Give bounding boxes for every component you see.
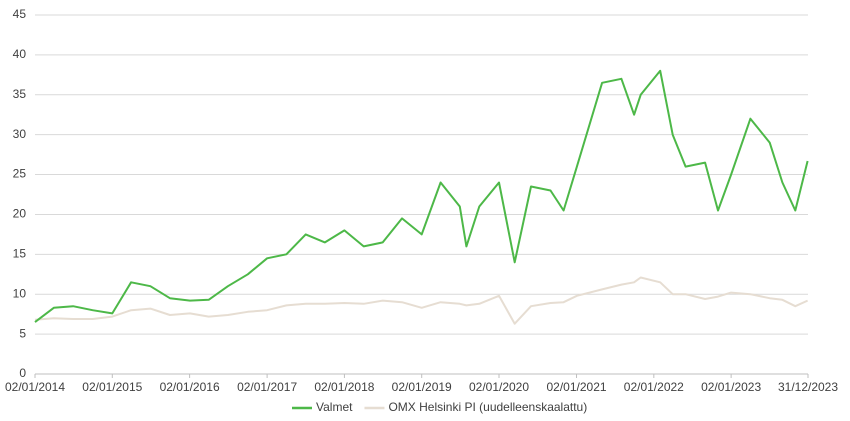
y-tick-label: 40: [13, 47, 27, 61]
x-tick-label: 02/01/2015: [82, 380, 142, 394]
legend-label: Valmet: [316, 400, 353, 414]
y-tick-label: 5: [19, 326, 26, 340]
x-tick-label: 02/01/2022: [624, 380, 684, 394]
y-tick-label: 20: [13, 207, 27, 221]
x-tick-label: 02/01/2019: [392, 380, 452, 394]
x-tick-label: 02/01/2017: [237, 380, 297, 394]
x-tick-label: 02/01/2018: [314, 380, 374, 394]
x-tick-label: 02/01/2014: [5, 380, 65, 394]
x-tick-label: 02/01/2021: [546, 380, 606, 394]
y-tick-label: 10: [13, 286, 27, 300]
y-tick-label: 15: [13, 247, 27, 261]
series-line: [34, 276, 809, 325]
legend-label: OMX Helsinki PI (uudelleenskaalattu): [388, 400, 587, 414]
series-line: [34, 69, 809, 323]
x-tick-label: 02/01/2020: [469, 380, 529, 394]
y-tick-label: 45: [13, 7, 27, 21]
x-tick-label: 02/01/2023: [701, 380, 761, 394]
y-tick-label: 35: [13, 87, 27, 101]
x-tick-label: 02/01/2016: [160, 380, 220, 394]
y-tick-label: 30: [13, 127, 27, 141]
x-tick-label: 31/12/2023: [778, 380, 838, 394]
y-tick-label: 25: [13, 167, 27, 181]
y-tick-label: 0: [19, 366, 26, 380]
